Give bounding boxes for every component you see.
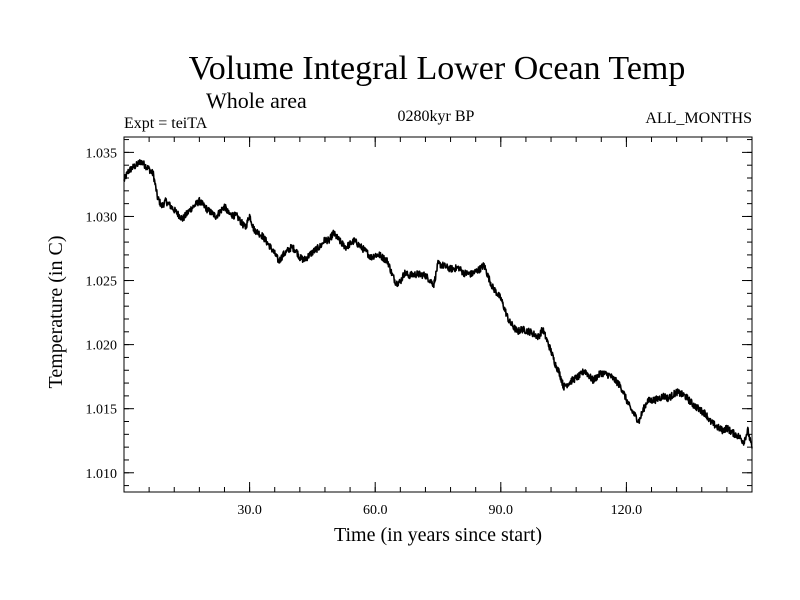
x-tick-label: 30.0 <box>237 503 262 518</box>
x-tick-label: 120.0 <box>611 503 643 518</box>
y-tick-label: 1.010 <box>86 467 118 482</box>
plot-area: 1.010 1.015 1.020 1.025 1.030 1.035 30.0 60.0 90… <box>86 136 753 518</box>
period-label: 0280kyr BP <box>398 108 475 125</box>
plot-frame <box>123 136 753 493</box>
y-axis-label: Temperature (in C) <box>45 236 67 389</box>
months-label: ALL_MONTHS <box>645 110 752 127</box>
y-tick-label: 1.035 <box>86 146 118 161</box>
y-tick-label: 1.030 <box>86 210 118 225</box>
series-line <box>123 159 753 449</box>
chart-subtitle: Whole area <box>206 88 307 113</box>
y-tick-label: 1.025 <box>86 275 118 290</box>
experiment-label: Expt = teiTA <box>124 115 208 132</box>
x-tick-label: 90.0 <box>489 503 514 518</box>
y-tick-label: 1.020 <box>86 339 118 354</box>
y-tick-label: 1.015 <box>86 403 118 418</box>
x-axis-label: Time (in years since start) <box>334 524 542 546</box>
chart-title: Volume Integral Lower Ocean Temp <box>189 50 686 87</box>
x-tick-label: 60.0 <box>363 503 388 518</box>
